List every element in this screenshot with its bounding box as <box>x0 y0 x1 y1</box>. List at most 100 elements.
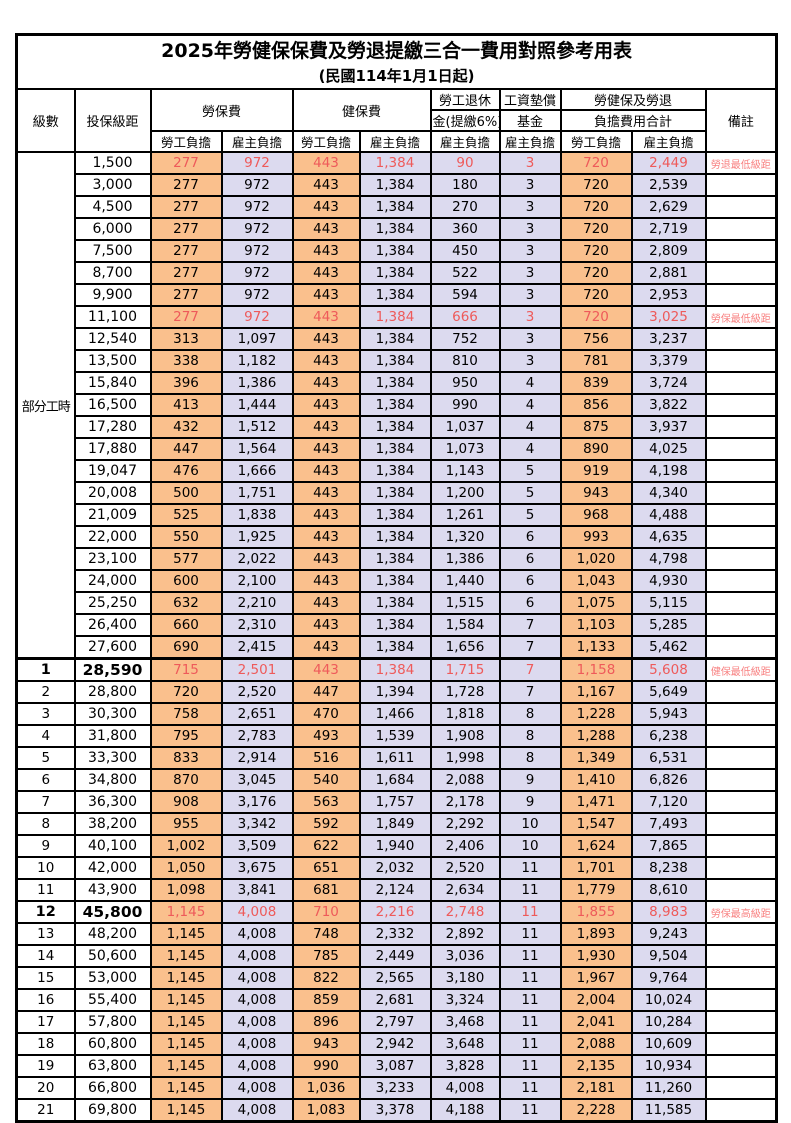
table-row: 13,500 338 1,182 443 1,384 810 3 781 3,379 <box>17 349 778 373</box>
labor-employee-cell: 870 <box>149 768 223 792</box>
total-employee-cell: 1,547 <box>559 812 633 836</box>
table-row: 2 28,800 720 2,520 447 1,394 1,728 7 1,167 5,649 <box>15 680 778 704</box>
labor-employee-cell: 277 <box>149 173 223 197</box>
total-employee-cell: 1,471 <box>559 790 633 814</box>
total-employer-cell: 4,025 <box>630 437 707 461</box>
labor-employee-cell: 1,145 <box>149 922 223 946</box>
table-row: 12 45,800 1,145 4,008 710 2,216 2,748 11 1,855 8,… <box>15 900 778 924</box>
wage-fund-employer-cell: 9 <box>498 790 562 814</box>
header-level: 級數 <box>15 88 76 153</box>
pension-employer-cell: 2,892 <box>429 922 501 946</box>
total-employee-cell: 943 <box>559 481 633 505</box>
bracket-cell: 31,800 <box>73 724 152 748</box>
total-employee-cell: 2,004 <box>559 988 633 1012</box>
table-row: 4,500 277 972 443 1,384 270 3 720 2,629 <box>17 195 778 219</box>
health-employee-cell: 443 <box>291 195 361 219</box>
health-employee-cell: 563 <box>291 790 361 814</box>
header-total-line2: 負擔費用合計 <box>559 109 707 132</box>
health-employer-cell: 1,384 <box>358 217 432 241</box>
total-employee-cell: 2,228 <box>559 1098 633 1123</box>
title-block: 2025年勞健保保費及勞退提繳三合一費用對照參考用表 (民國114年1月1日起) <box>15 33 778 90</box>
total-employee-cell: 2,135 <box>559 1054 633 1078</box>
page-subtitle: (民國114年1月1日起) <box>318 67 475 85</box>
title-row: 2025年勞健保保費及勞退提繳三合一費用對照參考用表 (民國114年1月1日起) <box>15 33 778 90</box>
health-employee-cell: 443 <box>291 635 361 660</box>
note-cell <box>704 1098 778 1123</box>
total-employee-cell: 1,893 <box>559 922 633 946</box>
part-time-label: 部分工時 <box>15 151 76 660</box>
level-cell: 5 <box>15 746 76 770</box>
health-employee-cell: 443 <box>291 503 361 527</box>
total-employee-cell: 781 <box>559 349 633 373</box>
pension-employer-cell: 666 <box>429 305 501 329</box>
total-employee-cell: 856 <box>559 393 633 417</box>
total-employer-cell: 4,798 <box>630 547 707 571</box>
pension-employer-cell: 1,656 <box>429 635 501 660</box>
total-employer-cell: 11,585 <box>630 1098 707 1123</box>
total-employee-cell: 1,855 <box>559 900 633 924</box>
header-pension-line1: 勞工退休 <box>429 88 501 111</box>
health-employer-cell: 2,216 <box>358 900 432 924</box>
note-cell <box>704 790 778 814</box>
header-note: 備註 <box>704 88 778 153</box>
total-employer-cell: 6,531 <box>630 746 707 770</box>
health-employer-cell: 1,684 <box>358 768 432 792</box>
labor-employee-cell: 1,145 <box>149 1032 223 1056</box>
health-employer-cell: 1,466 <box>358 702 432 726</box>
health-employee-cell: 443 <box>291 151 361 175</box>
wage-fund-employer-cell: 3 <box>498 327 562 351</box>
total-employer-cell: 2,719 <box>630 217 707 241</box>
pension-employer-cell: 1,818 <box>429 702 501 726</box>
total-employer-cell: 7,493 <box>630 812 707 836</box>
total-employee-cell: 968 <box>559 503 633 527</box>
table-row: 3,000 277 972 443 1,384 180 3 720 2,539 <box>17 173 778 197</box>
level-cell: 12 <box>15 900 76 924</box>
labor-employer-cell: 1,512 <box>220 415 294 439</box>
health-employer-cell: 1,384 <box>358 547 432 571</box>
health-employee-cell: 443 <box>291 393 361 417</box>
wage-fund-employer-cell: 11 <box>498 1054 562 1078</box>
pension-employer-cell: 270 <box>429 195 501 219</box>
table-row: 17,880 447 1,564 443 1,384 1,073 4 890 4,025 <box>17 437 778 461</box>
health-employer-cell: 3,233 <box>358 1076 432 1100</box>
total-employer-cell: 9,504 <box>630 944 707 968</box>
pension-employer-cell: 1,200 <box>429 481 501 505</box>
pension-employer-cell: 1,515 <box>429 591 501 615</box>
bracket-cell: 28,590 <box>73 657 152 682</box>
note-cell <box>704 173 778 197</box>
total-employer-cell: 2,953 <box>630 283 707 307</box>
health-employee-cell: 822 <box>291 966 361 990</box>
wage-fund-employer-cell: 4 <box>498 415 562 439</box>
table-row: 17,280 432 1,512 443 1,384 1,037 4 875 3,937 <box>17 415 778 439</box>
labor-employee-cell: 1,098 <box>149 878 223 902</box>
wage-fund-employer-cell: 7 <box>498 680 562 704</box>
bracket-cell: 36,300 <box>73 790 152 814</box>
bracket-cell: 13,500 <box>73 349 152 373</box>
labor-employee-cell: 955 <box>149 812 223 836</box>
level-cell: 8 <box>15 812 76 836</box>
total-employer-cell: 2,881 <box>630 261 707 285</box>
labor-employer-cell: 972 <box>220 217 294 241</box>
wage-fund-employer-cell: 7 <box>498 613 562 637</box>
bracket-cell: 21,009 <box>73 503 152 527</box>
health-employer-cell: 1,940 <box>358 834 432 858</box>
header-labor-employee: 勞工負擔 <box>149 130 223 153</box>
health-employee-cell: 748 <box>291 922 361 946</box>
total-employer-cell: 8,238 <box>630 856 707 880</box>
table-row: 20,008 500 1,751 443 1,384 1,200 5 943 4,340 <box>17 481 778 505</box>
labor-employee-cell: 1,145 <box>149 944 223 968</box>
labor-employer-cell: 1,751 <box>220 481 294 505</box>
header-health-employer: 雇主負擔 <box>358 130 432 153</box>
level-cell: 3 <box>15 702 76 726</box>
pension-employer-cell: 1,715 <box>429 657 501 682</box>
labor-employer-cell: 2,914 <box>220 746 294 770</box>
header-health-insurance: 健保費 <box>291 88 432 132</box>
bracket-cell: 60,800 <box>73 1032 152 1056</box>
health-employee-cell: 622 <box>291 834 361 858</box>
health-employer-cell: 1,384 <box>358 239 432 263</box>
labor-employer-cell: 1,444 <box>220 393 294 417</box>
labor-employee-cell: 277 <box>149 305 223 329</box>
bracket-cell: 1,500 <box>73 151 152 175</box>
labor-employee-cell: 476 <box>149 459 223 483</box>
note-cell <box>704 680 778 704</box>
